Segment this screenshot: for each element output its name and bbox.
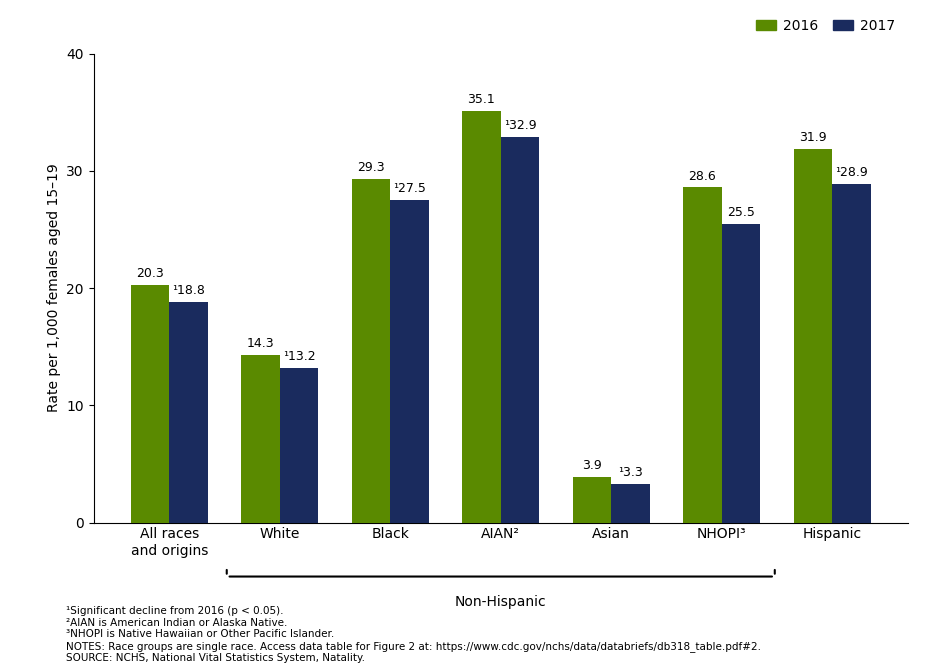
Bar xyxy=(611,484,650,523)
Bar xyxy=(794,149,832,523)
Text: ¹32.9: ¹32.9 xyxy=(504,119,536,132)
Y-axis label: Rate per 1,000 females aged 15–19: Rate per 1,000 females aged 15–19 xyxy=(47,163,61,413)
Text: 31.9: 31.9 xyxy=(799,131,826,144)
Bar xyxy=(832,184,870,523)
Bar xyxy=(573,477,611,523)
Text: 29.3: 29.3 xyxy=(358,161,385,174)
Bar xyxy=(390,200,429,523)
Text: ¹28.9: ¹28.9 xyxy=(835,166,868,179)
Text: ¹13.2: ¹13.2 xyxy=(283,350,315,363)
Bar xyxy=(683,187,722,523)
Bar xyxy=(280,368,318,523)
Legend: 2016, 2017: 2016, 2017 xyxy=(750,13,901,39)
Text: 28.6: 28.6 xyxy=(689,170,716,182)
Bar xyxy=(169,302,208,523)
Text: 14.3: 14.3 xyxy=(246,337,274,350)
Text: 3.9: 3.9 xyxy=(582,459,602,472)
Text: ¹27.5: ¹27.5 xyxy=(393,182,426,196)
Bar xyxy=(722,224,760,523)
Text: 35.1: 35.1 xyxy=(468,93,495,107)
Text: 20.3: 20.3 xyxy=(136,267,164,280)
Text: 25.5: 25.5 xyxy=(727,206,755,219)
Text: Non-Hispanic: Non-Hispanic xyxy=(455,596,547,609)
Bar xyxy=(131,285,169,523)
Bar xyxy=(462,111,501,523)
Text: ¹3.3: ¹3.3 xyxy=(618,466,643,479)
Text: ¹18.8: ¹18.8 xyxy=(172,285,205,297)
Text: ¹Significant decline from 2016 (p < 0.05).
²AIAN is American Indian or Alaska Na: ¹Significant decline from 2016 (p < 0.05… xyxy=(66,606,761,663)
Bar xyxy=(501,137,539,523)
Bar xyxy=(352,179,390,523)
Bar xyxy=(241,355,280,523)
